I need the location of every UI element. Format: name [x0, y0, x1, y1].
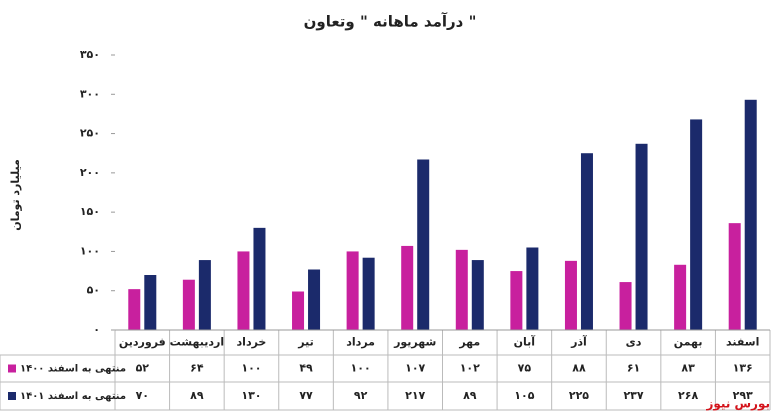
x-tick-label: خرداد: [237, 336, 267, 349]
bar: [346, 251, 359, 330]
table-value: ۴۹: [299, 362, 313, 375]
table-value: ۲۶۸: [678, 389, 698, 402]
bar: [128, 289, 141, 330]
table-value: ۱۰۵: [514, 389, 534, 402]
x-tick-label: مهر: [458, 336, 480, 349]
bar: [510, 271, 523, 330]
bar: [253, 227, 266, 330]
x-tick-label: آبان: [514, 335, 536, 349]
table-value: ۱۰۰: [351, 362, 371, 375]
y-tick-label: ۱۵۰: [80, 205, 100, 218]
table-value: ۱۳۶: [733, 362, 753, 375]
table-value: ۵۲: [136, 362, 150, 375]
table-value: ۱۳۰: [241, 389, 261, 402]
table-value: ۸۹: [463, 389, 477, 402]
x-tick-label: تیر: [297, 336, 313, 349]
bar: [455, 249, 468, 330]
table-value: ۱۰۰: [241, 362, 261, 375]
y-tick-label: ۵۰: [87, 284, 100, 297]
bar: [728, 223, 741, 330]
bar: [580, 153, 593, 330]
x-tick-label: فروردین: [119, 336, 166, 349]
legend-label: منتهی به اسفند ۱۴۰۱: [20, 391, 126, 402]
bar: [198, 260, 211, 330]
table-value: ۸۳: [681, 362, 695, 375]
bar: [237, 251, 250, 330]
y-tick-label: ۲۵۰: [80, 127, 100, 140]
table-value: ۲۹۳: [733, 389, 753, 402]
y-tick-label: ۲۰۰: [80, 166, 100, 179]
bar: [564, 260, 577, 330]
bar: [417, 159, 430, 330]
table-value: ۶۴: [190, 362, 204, 375]
chart-title: درآمد ماهانه " وتعاون ": [304, 13, 477, 31]
x-tick-label: دی: [626, 336, 642, 349]
bar: [674, 264, 687, 330]
bar: [635, 143, 648, 330]
table-value: ۷۵: [518, 362, 532, 375]
bar: [292, 291, 305, 330]
legend-swatch: [8, 364, 16, 373]
watermark: بورس نیوز: [705, 397, 770, 412]
table-value: ۲۳۷: [623, 389, 643, 402]
bar: [471, 260, 484, 330]
y-tick-label: ۱۰۰: [80, 244, 100, 257]
table-value: ۷۷: [299, 389, 313, 402]
table-value: ۱۰۷: [405, 362, 425, 375]
bar: [744, 99, 757, 331]
bar: [362, 257, 375, 330]
table-value: ۹۲: [354, 389, 368, 402]
table-value: ۷۰: [136, 389, 149, 402]
x-tick-label: بهمن: [674, 336, 703, 349]
bar: [526, 247, 539, 330]
table-value: ۲۲۵: [569, 389, 589, 402]
table-value: ۸۹: [190, 389, 204, 402]
y-tick-label: ۳۰۰: [80, 87, 100, 100]
bar: [308, 269, 321, 330]
x-tick-label: مرداد: [346, 336, 375, 349]
table-value: ۲۱۷: [405, 389, 425, 402]
table-value: ۸۸: [572, 362, 586, 375]
y-tick-label: ۰: [93, 323, 100, 336]
y-tick-label: ۳۵۰: [80, 48, 100, 61]
bar: [144, 275, 157, 330]
bar: [401, 245, 414, 330]
bar: [619, 282, 632, 330]
x-tick-label: اردیبهشت: [170, 336, 224, 349]
x-tick-label: آذر: [570, 335, 587, 349]
legend-label: منتهی به اسفند ۱۴۰۰: [20, 364, 126, 375]
table-value: ۱۰۲: [460, 362, 480, 375]
x-tick-label: شهریور: [393, 336, 436, 349]
bar: [690, 119, 703, 330]
y-axis-title: میلیارد تومان: [9, 159, 22, 231]
legend-swatch: [8, 392, 16, 400]
table-value: ۶۱: [627, 362, 640, 375]
x-tick-label: اسفند: [726, 336, 759, 349]
bar: [182, 279, 195, 330]
